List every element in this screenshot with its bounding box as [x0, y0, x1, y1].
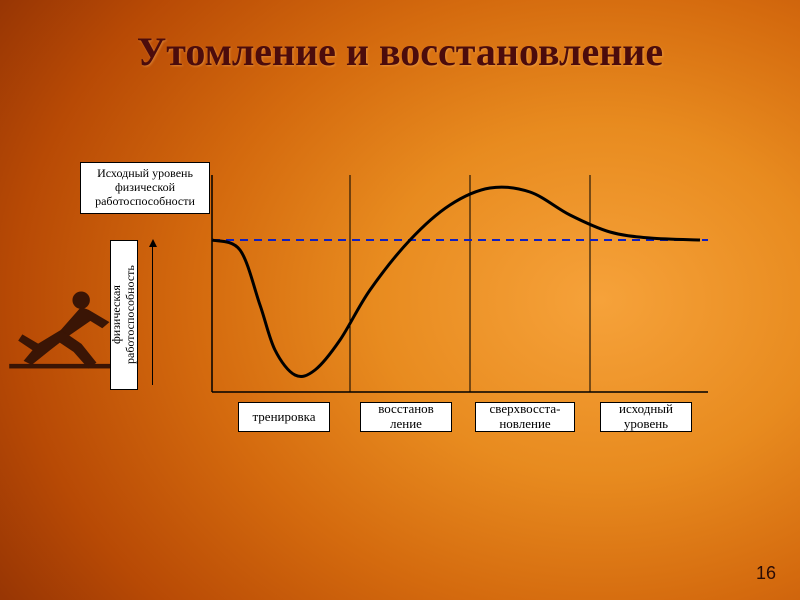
slide: Утомление и восстановление Исходный уров…	[0, 0, 800, 600]
label-phase-training: тренировка	[238, 402, 330, 432]
label-phase-recovery: восстанов ление	[360, 402, 452, 432]
supercompensation-chart: Исходный уровень физической работоспособ…	[90, 170, 710, 450]
label-phase-initial: исходный уровень	[600, 402, 692, 432]
slide-title: Утомление и восстановление	[0, 28, 800, 75]
performance-curve	[212, 187, 700, 376]
page-number: 16	[756, 563, 776, 584]
label-phase-supercompensation: сверхвосста- новление	[475, 402, 575, 432]
